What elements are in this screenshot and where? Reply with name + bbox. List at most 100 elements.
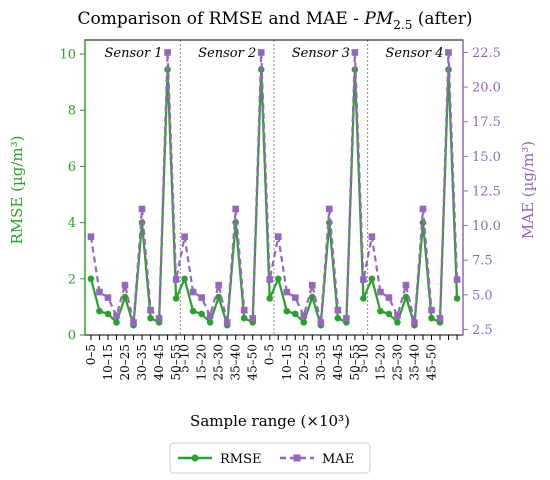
legend-mae-label: MAE <box>322 452 354 467</box>
data-point-mae <box>368 233 376 240</box>
y-axis-label-left: RMSE (µg/m³) <box>8 136 26 245</box>
data-point-mae <box>181 233 188 240</box>
data-point-rmse <box>87 275 95 283</box>
y-tick-label-right: 2.5 <box>472 323 493 338</box>
data-point-mae <box>198 294 205 301</box>
legend-box <box>169 442 371 474</box>
x-tick-label: 10–15 <box>280 344 294 381</box>
data-point-mae <box>394 312 401 319</box>
chart-title: Comparison of RMSE and MAE - PM2.5 (afte… <box>78 9 473 32</box>
data-point-rmse <box>309 293 316 301</box>
data-point-rmse <box>377 307 384 315</box>
x-tick-label: 50–55 <box>348 344 362 381</box>
plot-area: Sensor 1 Sensor 2 Sensor 3 Sensor 4 0 2 4 6 8 10 2… <box>59 39 501 381</box>
group-label: Sensor 3 <box>292 46 350 61</box>
data-point-mae <box>164 49 171 56</box>
data-point-mae <box>402 281 410 289</box>
data-point-rmse <box>300 319 308 326</box>
data-point-rmse <box>147 314 154 322</box>
legend-mae-marker <box>293 454 301 462</box>
y-axis-label-right: MAE (µg/m³) <box>519 141 537 239</box>
data-point-rmse <box>360 295 367 302</box>
x-tick-label: 30–35 <box>135 344 149 381</box>
data-point-rmse <box>189 307 197 315</box>
x-tick-label: 0–5 <box>263 344 277 365</box>
data-point-mae <box>445 49 452 56</box>
data-point-mae <box>326 205 333 213</box>
y-tick-label-right: 10.0 <box>472 219 501 234</box>
data-point-mae <box>257 49 265 56</box>
x-tick-label: 25–30 <box>212 344 226 381</box>
data-point-mae <box>113 312 120 319</box>
legend-rmse-label: RMSE <box>220 452 262 467</box>
data-point-rmse <box>428 314 435 322</box>
data-point-rmse <box>96 307 103 315</box>
y-tick-label-left: 4 <box>68 216 76 231</box>
data-point-rmse <box>113 319 120 326</box>
group-label: Sensor 4 <box>385 46 443 61</box>
legend-rmse-marker <box>191 454 199 462</box>
data-point-rmse <box>266 295 274 302</box>
y-tick-label-right: 7.5 <box>472 254 493 269</box>
y-tick-label-left: 0 <box>68 329 76 344</box>
data-point-rmse <box>104 310 112 318</box>
data-point-mae <box>232 205 239 213</box>
data-point-rmse <box>394 319 401 326</box>
data-point-mae <box>300 312 308 319</box>
x-tick-label: 20–25 <box>118 344 132 381</box>
chart-title-var: PM <box>363 9 393 29</box>
x-tick-label: 25–30 <box>390 344 404 381</box>
data-point-mae <box>283 288 291 296</box>
x-tick-label: 35–40 <box>407 344 421 381</box>
y-tick-label-right: 12.5 <box>472 184 501 199</box>
data-point-rmse <box>240 314 248 322</box>
group-label: Sensor 1 <box>104 46 162 61</box>
chart-title-sub: 2.5 <box>393 18 412 32</box>
y-tick-label-left: 6 <box>68 160 76 175</box>
data-point-rmse <box>206 319 214 326</box>
data-point-mae <box>317 319 325 326</box>
y-tick-label-right: 5.0 <box>472 288 493 303</box>
chart-title-suffix: (after) <box>412 9 472 29</box>
x-tick-label: 15–20 <box>373 344 387 381</box>
data-point-mae <box>291 294 299 301</box>
y-tick-label-right: 22.5 <box>472 46 501 61</box>
data-point-mae <box>155 315 163 322</box>
data-point-mae <box>351 49 359 56</box>
y-tick-label-right: 20.0 <box>472 81 501 96</box>
x-tick-label: 20–25 <box>297 344 311 381</box>
data-point-mae <box>249 315 257 322</box>
x-tick-label: 0–5 <box>84 344 98 365</box>
x-tick-label: 45–50 <box>246 344 260 381</box>
data-point-mae <box>172 276 180 283</box>
data-point-mae <box>411 319 418 326</box>
data-point-rmse <box>402 293 410 301</box>
group-label: Sensor 2 <box>198 46 256 61</box>
data-point-mae <box>138 205 146 213</box>
data-point-rmse <box>385 310 393 318</box>
data-point-rmse <box>334 314 342 322</box>
data-point-mae <box>377 288 384 296</box>
x-tick-label: 10–15 <box>101 344 115 381</box>
y-tick-label-left: 8 <box>68 104 76 119</box>
data-point-mae <box>130 319 137 326</box>
data-point-rmse <box>198 310 205 318</box>
x-tick-label: 5–10 <box>356 344 370 373</box>
data-point-mae <box>87 233 95 240</box>
x-tick-label: 5–10 <box>178 344 192 373</box>
x-tick-label: 40–45 <box>331 344 345 381</box>
y-tick-label-right: 15.0 <box>472 150 501 165</box>
y-tick-label-left: 2 <box>68 272 76 287</box>
x-tick-label: 35–40 <box>229 344 243 381</box>
data-point-mae <box>360 276 367 283</box>
data-point-mae <box>223 319 231 326</box>
data-point-mae <box>121 281 129 289</box>
data-point-rmse <box>291 310 299 318</box>
x-axis-label: Sample range (×10³) <box>190 412 350 430</box>
data-point-rmse <box>453 295 461 302</box>
x-tick-label: 30–35 <box>314 344 328 381</box>
data-point-rmse <box>274 275 282 283</box>
data-point-mae <box>189 288 197 296</box>
x-tick-label: 40–45 <box>152 344 166 381</box>
legend: RMSE MAE <box>169 442 371 474</box>
